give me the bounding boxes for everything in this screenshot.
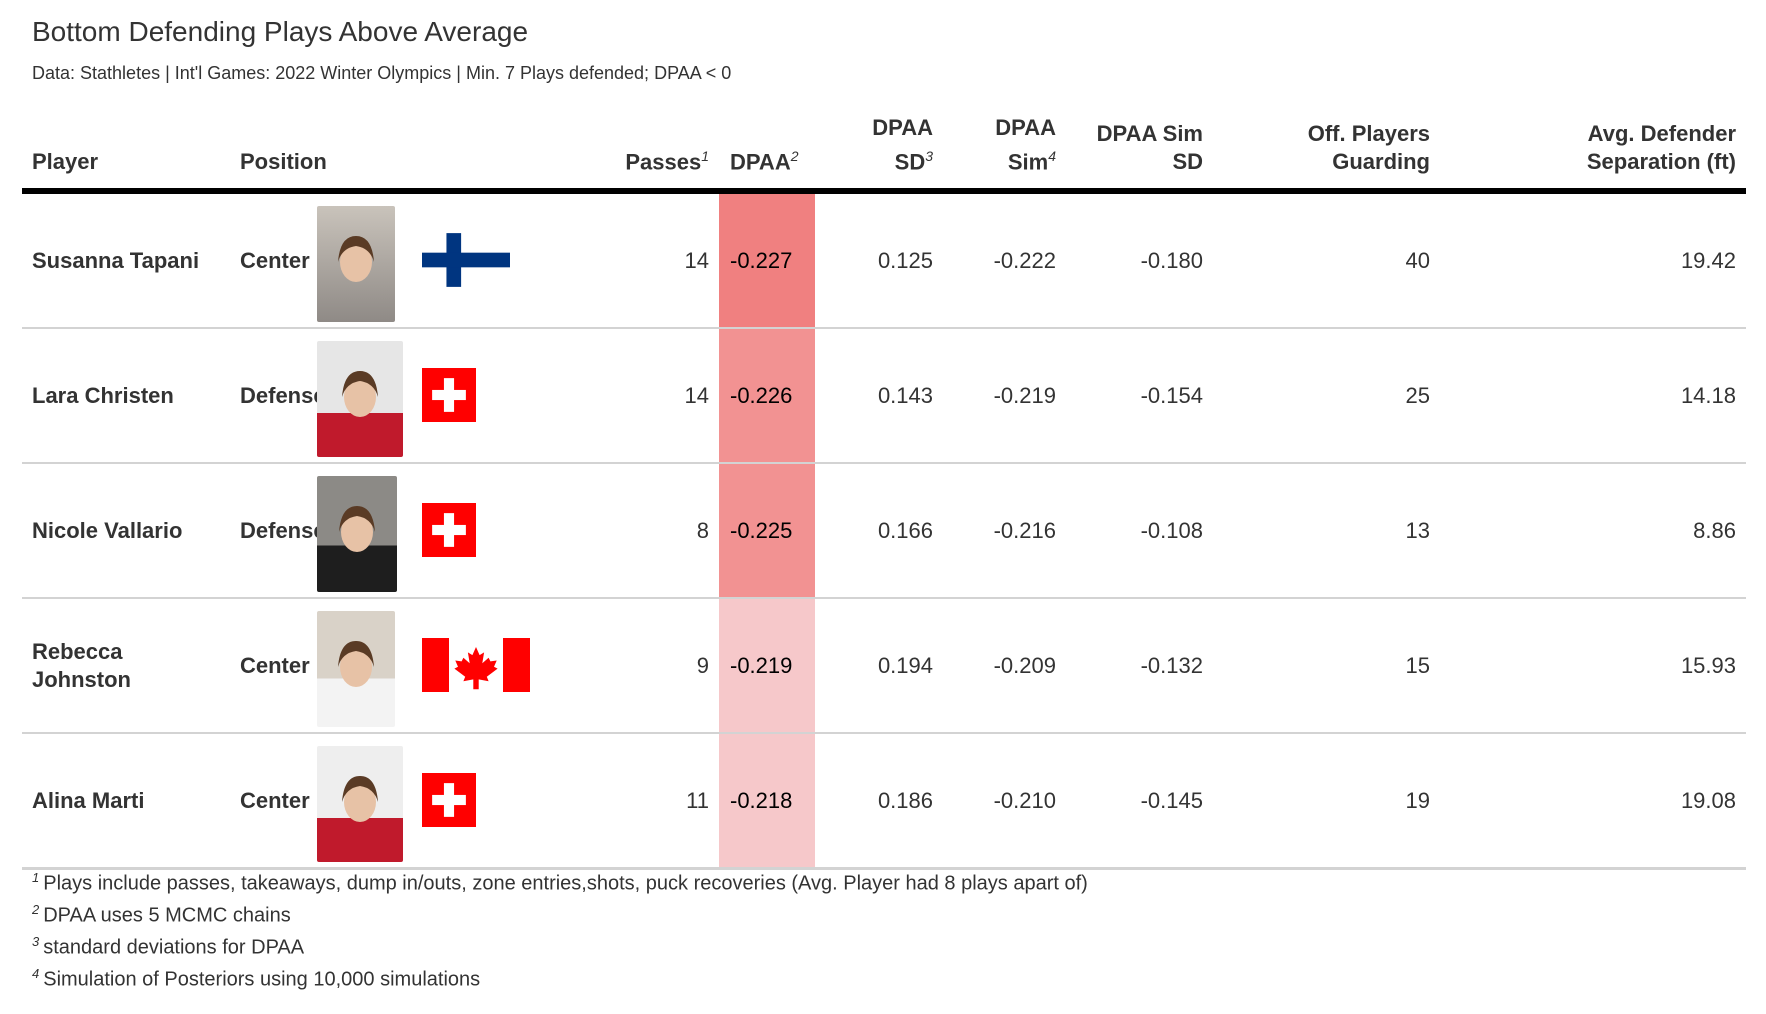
dpaa-sim-value: -0.209 [993,652,1056,678]
dpaa-sim-sd-value: -0.132 [1140,652,1203,678]
dpaa-value: -0.218 [730,787,793,813]
header-avg-defender-separation: Avg. Defender Separation (ft) [1586,121,1736,174]
dpaa-value: -0.225 [730,517,793,543]
avg-defender-separation-value: 19.08 [1680,787,1736,813]
dpaa-value: -0.227 [730,247,793,273]
footnote-text: Plays include passes, takeaways, dump in… [43,872,1088,895]
dpaa-heat-cell [719,329,815,462]
passes-value: 9 [696,652,709,678]
dpaa-heat-cell [719,464,815,597]
player-position: Defense [240,517,326,543]
off-players-guarding-value: 19 [1405,787,1430,813]
footnote: 1 Plays include passes, takeaways, dump i… [32,870,1088,896]
table-row: Nicole Vallario Defense 8 -0.225 0.166 -0.216… [22,464,1746,599]
switzerland-flag-icon [422,773,476,832]
canada-flag-icon [422,638,530,697]
dpaa-sim-sd-value: -0.154 [1140,382,1203,408]
passes-value: 8 [696,517,709,543]
dpaa-heat-cell [719,194,815,327]
header-dpaa: DPAA2 [730,147,799,174]
avg-defender-separation-value: 15.93 [1680,652,1736,678]
header-dpaa-sim-sd: DPAA Sim SD [1096,121,1203,174]
footnote-mark: 4 [32,966,40,981]
header-off-players-guarding: Off. Players Guarding [1307,121,1430,174]
dpaa-sim-value: -0.222 [993,247,1056,273]
dpaa-sd-value: 0.125 [877,247,933,273]
dpaa-value: -0.226 [730,382,793,408]
chart-title: Bottom Defending Plays Above Average [32,16,529,47]
player-photo [317,611,395,727]
switzerland-flag-icon [422,368,476,427]
player-position: Defense [240,382,326,408]
player-name: Susanna Tapani [32,247,200,273]
off-players-guarding-value: 25 [1405,382,1430,408]
dpaa-heat-cell [719,599,815,732]
off-players-guarding-value: 13 [1405,517,1430,543]
dpaa-sd-value: 0.186 [877,787,933,813]
table-row: Susanna Tapani Center 14 -0.227 0.125 -0.222 -… [22,194,1746,329]
table-row: Alina Marti Center 11 -0.218 0.186 -0.210 -0.1… [22,734,1746,870]
passes-value: 14 [684,382,709,408]
passes-value: 14 [684,247,709,273]
header-dpaa-sim: DPAA Sim4 [995,114,1056,174]
off-players-guarding-value: 15 [1405,652,1430,678]
player-name: Alina Marti [32,787,145,813]
player-photo [317,341,403,457]
footnote: 2 DPAA uses 5 MCMC chains [32,902,291,928]
dpaa-sd-value: 0.194 [877,652,933,678]
player-photo [317,746,403,862]
table-row: Lara Christen Defense 14 -0.226 0.143 -0.219 -… [22,329,1746,464]
dpaa-value: -0.219 [730,652,793,678]
table-body: Susanna Tapani Center 14 -0.227 0.125 -0.222 -… [22,194,1746,870]
player-position: Center [240,652,310,678]
avg-defender-separation-value: 14.18 [1680,382,1736,408]
footnote-mark: 3 [32,934,40,949]
footnote-text: standard deviations for DPAA [43,936,305,959]
table-header: Player Position Passes1 DPAA2 DPAA SD3 DP… [22,100,1746,194]
player-name: Nicole Vallario [32,517,183,543]
player-photo [317,206,395,322]
footnote-mark: 1 [32,870,40,885]
player-position: Center [240,787,310,813]
header-dpaa-sd: DPAA SD3 [872,114,933,174]
header-player: Player [32,149,99,174]
off-players-guarding-value: 40 [1405,247,1430,273]
avg-defender-separation-value: 8.86 [1693,517,1736,543]
dpaa-sim-sd-value: -0.180 [1140,247,1203,273]
finland-flag-icon [422,233,510,292]
footnote: 3 standard deviations for DPAA [32,934,304,960]
header-position: Position [240,149,327,174]
player-photo [317,476,397,592]
footnote: 4 Simulation of Posteriors using 10,000 s… [32,966,480,992]
footnote-text: Simulation of Posteriors using 10,000 si… [43,968,481,991]
header-passes: Passes1 [625,147,709,174]
footnote-mark: 2 [32,902,40,917]
chart-subtitle: Data: Stathletes | Int'l Games: 2022 Win… [32,63,732,83]
player-position: Center [240,247,310,273]
avg-defender-separation-value: 19.42 [1680,247,1736,273]
dpaa-heat-cell [719,734,815,867]
passes-value: 11 [686,787,709,813]
dpaa-sim-value: -0.216 [993,517,1056,543]
dpaa-sim-sd-value: -0.145 [1140,787,1203,813]
player-name: Lara Christen [32,382,174,408]
stats-table: Player Position Passes1 DPAA2 DPAA SD3 DP… [22,100,1746,870]
footnote-text: DPAA uses 5 MCMC chains [43,904,291,927]
dpaa-sd-value: 0.143 [877,382,933,408]
dpaa-sd-value: 0.166 [877,517,933,543]
dpaa-sim-sd-value: -0.108 [1140,517,1203,543]
player-name: Rebecca Johnston [32,638,131,692]
table-row: Rebecca Johnston Center 9 -0.219 0.194 -0.209… [22,599,1746,734]
dpaa-sim-value: -0.219 [993,382,1056,408]
dpaa-sim-value: -0.210 [993,787,1056,813]
switzerland-flag-icon [422,503,476,562]
